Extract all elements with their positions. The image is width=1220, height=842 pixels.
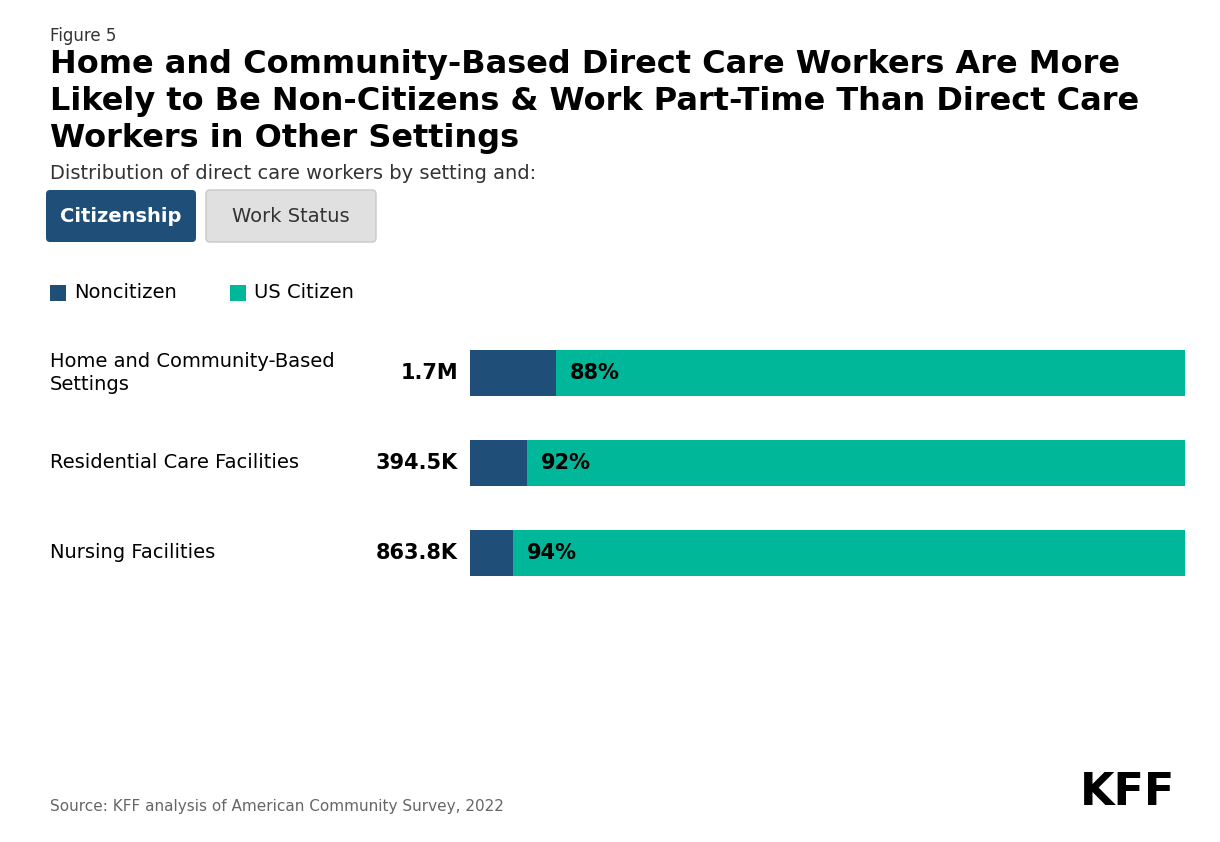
Bar xyxy=(470,440,527,486)
Text: Residential Care Facilities: Residential Care Facilities xyxy=(50,454,299,472)
Text: 88%: 88% xyxy=(570,363,620,383)
Text: 94%: 94% xyxy=(527,543,577,563)
Text: Figure 5: Figure 5 xyxy=(50,27,116,45)
FancyBboxPatch shape xyxy=(46,190,196,242)
Text: 394.5K: 394.5K xyxy=(376,453,458,473)
Bar xyxy=(527,440,1185,486)
Text: 863.8K: 863.8K xyxy=(376,543,458,563)
Text: Citizenship: Citizenship xyxy=(60,206,182,226)
Bar xyxy=(512,530,1185,576)
Text: Home and Community-Based Direct Care Workers Are More
Likely to Be Non-Citizens : Home and Community-Based Direct Care Wor… xyxy=(50,49,1139,154)
Text: KFF: KFF xyxy=(1080,771,1175,814)
Text: Distribution of direct care workers by setting and:: Distribution of direct care workers by s… xyxy=(50,164,536,183)
Bar xyxy=(231,285,246,301)
Text: 1.7M: 1.7M xyxy=(400,363,458,383)
Text: Source: KFF analysis of American Community Survey, 2022: Source: KFF analysis of American Communi… xyxy=(50,799,504,814)
Bar xyxy=(470,350,556,396)
Text: US Citizen: US Citizen xyxy=(254,284,354,302)
Bar xyxy=(50,285,66,301)
Bar xyxy=(470,530,512,576)
Text: Work Status: Work Status xyxy=(232,206,350,226)
Text: Noncitizen: Noncitizen xyxy=(74,284,177,302)
Text: 92%: 92% xyxy=(542,453,592,473)
FancyBboxPatch shape xyxy=(206,190,376,242)
Text: Nursing Facilities: Nursing Facilities xyxy=(50,543,215,562)
Bar xyxy=(556,350,1185,396)
Text: Home and Community-Based
Settings: Home and Community-Based Settings xyxy=(50,352,334,394)
